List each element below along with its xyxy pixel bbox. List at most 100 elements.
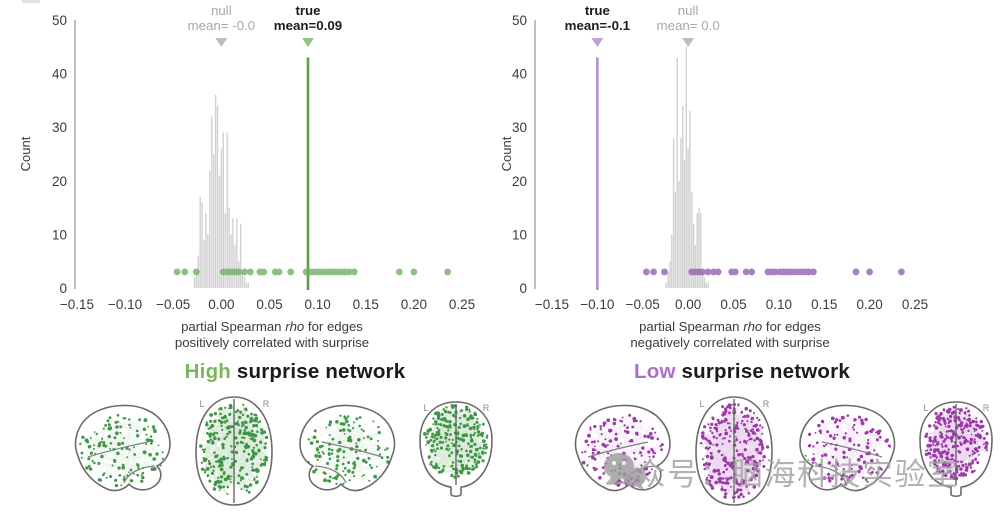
network-node — [616, 444, 620, 448]
network-node — [718, 476, 722, 480]
network-node — [119, 431, 122, 434]
network-node — [705, 454, 710, 459]
network-edge — [229, 432, 232, 447]
network-node — [721, 437, 724, 440]
network-node — [250, 429, 254, 433]
network-node — [828, 479, 832, 483]
network-node — [91, 460, 94, 463]
network-edge — [438, 423, 484, 432]
hist-bar — [701, 271, 704, 288]
network-node — [957, 450, 960, 453]
network-edge — [210, 433, 248, 460]
hist-bar — [236, 218, 238, 288]
hist-bar — [218, 175, 221, 288]
network-node — [471, 440, 474, 443]
network-node — [436, 427, 439, 430]
network-edge — [724, 412, 730, 459]
network-node — [230, 450, 234, 454]
network-edge — [591, 415, 630, 443]
network-node — [439, 446, 443, 450]
network-edge — [722, 443, 750, 494]
hist-bar — [705, 282, 707, 288]
network-edge — [954, 446, 987, 449]
network-node — [369, 437, 373, 441]
network-edge — [431, 430, 457, 463]
true-label-line2: mean=0.09 — [274, 18, 342, 33]
network-edge — [740, 438, 752, 495]
x-tick-label: −0.10 — [108, 297, 142, 312]
network-node — [982, 436, 986, 440]
network-node — [322, 452, 325, 455]
edge-dot — [192, 268, 200, 276]
network-node — [469, 449, 473, 454]
network-edge — [474, 434, 480, 456]
network-node — [469, 433, 472, 436]
hist-bar — [230, 234, 232, 288]
network-node — [372, 420, 375, 423]
brain-fissure-line — [314, 465, 347, 484]
network-node — [430, 449, 434, 453]
network-node — [114, 420, 118, 424]
network-node — [343, 433, 346, 435]
network-edge — [254, 414, 265, 461]
network-edge — [90, 468, 120, 476]
network-edge — [349, 430, 370, 459]
network-node — [146, 438, 151, 443]
network-node — [711, 416, 715, 420]
network-node — [331, 448, 334, 452]
network-node — [831, 464, 834, 467]
network-edge — [700, 442, 743, 455]
network-node — [948, 463, 952, 467]
network-node — [467, 459, 470, 462]
network-node — [353, 460, 356, 463]
network-edge — [443, 417, 461, 467]
network-node — [721, 485, 723, 488]
network-node — [121, 465, 125, 470]
network-edge — [935, 437, 941, 472]
network-edge — [227, 405, 231, 479]
network-node — [721, 405, 724, 409]
network-edge — [218, 459, 265, 487]
network-node — [348, 435, 352, 439]
network-node — [114, 478, 118, 482]
network-edge — [702, 422, 742, 437]
network-node — [97, 462, 100, 466]
network-node — [111, 464, 114, 467]
network-node — [214, 460, 218, 463]
network-node — [153, 429, 157, 434]
network-edge — [947, 437, 966, 476]
network-node — [312, 469, 316, 474]
network-edge — [825, 417, 844, 445]
network-node — [245, 489, 248, 492]
network-node — [327, 453, 331, 456]
network-node — [462, 414, 467, 418]
network-node — [606, 452, 610, 455]
network-edge — [835, 448, 870, 454]
network-node — [738, 441, 742, 444]
network-edge — [727, 406, 746, 430]
network-node — [842, 468, 845, 471]
network-node — [453, 404, 456, 408]
network-node — [241, 422, 245, 427]
network-edge — [96, 426, 118, 435]
network-edge — [601, 420, 637, 435]
network-node — [946, 436, 950, 439]
network-edge — [753, 412, 763, 434]
network-node — [128, 418, 131, 421]
network-node — [941, 445, 944, 448]
network-edge — [455, 411, 471, 434]
network-node — [755, 436, 760, 441]
network-node — [242, 450, 246, 453]
network-node — [706, 476, 709, 479]
null-mean-marker — [215, 38, 228, 47]
null-mean-marker — [682, 38, 695, 47]
network-node — [229, 478, 232, 480]
network-edge — [712, 457, 748, 461]
network-node — [766, 445, 770, 449]
network-edge — [745, 418, 753, 430]
network-edge — [742, 456, 744, 497]
network-node — [972, 427, 976, 430]
network-edge — [815, 432, 861, 468]
network-node — [102, 473, 105, 477]
network-node — [949, 436, 954, 441]
